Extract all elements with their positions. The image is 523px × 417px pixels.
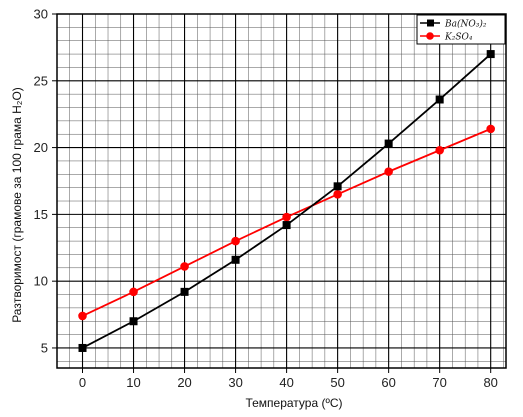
y-tick-label: 20 [34,140,48,155]
data-point-square [129,317,138,326]
data-point-circle [129,287,138,297]
data-point-square [180,287,189,296]
y-axis-label: Разтворимост (грамове за 100 грама H₂O) [10,87,24,323]
data-point-circle [435,145,444,155]
x-tick-label: 80 [483,375,497,390]
y-tick-label: 5 [41,340,48,355]
plot-frame [56,13,507,369]
y-tick-label: 10 [34,274,48,289]
legend-label: Ba(NO₃)₂ [444,19,487,30]
data-point-circle [231,236,240,246]
x-tick-label: 60 [381,375,395,390]
series-0 [78,50,495,352]
data-point-square [384,139,393,148]
legend-marker-square [427,19,434,27]
x-tick-label: 50 [330,375,344,390]
data-point-circle [78,311,87,321]
data-point-circle [384,167,393,176]
major-grid [57,13,506,368]
x-tick-label: 70 [432,375,446,390]
x-tick-label: 30 [228,375,242,390]
legend-marker-circle [426,32,434,40]
y-tick-label: 30 [34,7,48,22]
x-tick-label: 20 [177,375,191,390]
data-point-square [231,255,240,264]
x-tick-label: 10 [126,375,140,390]
y-tick-label: 25 [34,73,48,88]
x-tick-label: 40 [279,375,293,390]
data-point-square [486,50,495,59]
y-tick-labels: 5 10 15 20 25 30 [34,7,48,356]
series-1 [78,124,495,321]
data-point-circle [180,262,189,271]
x-tick-label: 0 [79,375,86,390]
data-point-square [78,343,87,352]
data-point-square [435,95,444,104]
legend-label: K₂SO₄ [444,33,473,43]
series-layer [78,50,495,352]
data-point-circle [282,212,291,222]
data-point-square [282,221,291,230]
data-point-circle [486,124,495,134]
axis-ticks [52,13,492,373]
data-point-square [333,182,342,191]
legend: Ba(NO₃)₂ K₂SO₄ [416,14,506,45]
x-axis-label: Температура (ºC) [245,396,342,410]
data-point-circle [333,190,342,199]
y-tick-label: 15 [34,207,48,222]
x-tick-labels: 0 10 20 30 40 50 60 70 80 [79,375,498,390]
